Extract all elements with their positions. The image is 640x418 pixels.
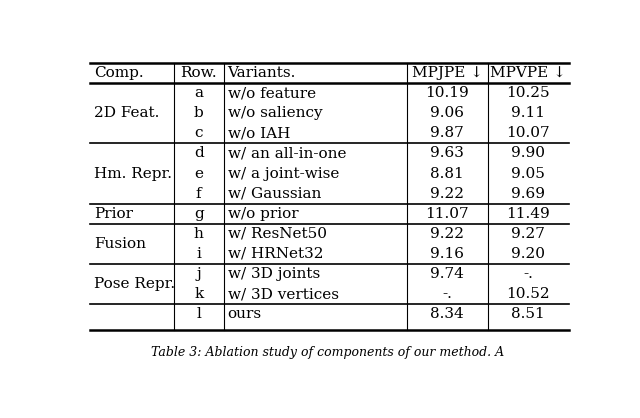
- Text: MPVPE ↓: MPVPE ↓: [490, 66, 566, 80]
- Text: i: i: [196, 247, 201, 261]
- Text: w/ a joint-wise: w/ a joint-wise: [228, 166, 339, 181]
- Text: c: c: [195, 126, 203, 140]
- Text: 9.27: 9.27: [511, 227, 545, 241]
- Text: w/o saliency: w/o saliency: [228, 106, 322, 120]
- Text: w/o prior: w/o prior: [228, 206, 298, 221]
- Text: 8.51: 8.51: [511, 307, 545, 321]
- Text: a: a: [194, 86, 204, 100]
- Text: 9.16: 9.16: [430, 247, 465, 261]
- Text: 9.05: 9.05: [511, 166, 545, 181]
- Text: j: j: [196, 267, 201, 281]
- Text: g: g: [194, 206, 204, 221]
- Text: 9.74: 9.74: [431, 267, 464, 281]
- Text: Prior: Prior: [94, 206, 133, 221]
- Text: 9.69: 9.69: [511, 186, 545, 201]
- Text: 10.07: 10.07: [506, 126, 550, 140]
- Text: -.: -.: [524, 267, 533, 281]
- Text: h: h: [194, 227, 204, 241]
- Text: 9.11: 9.11: [511, 106, 545, 120]
- Text: Fusion: Fusion: [94, 237, 146, 251]
- Text: w/ 3D vertices: w/ 3D vertices: [228, 287, 339, 301]
- Text: d: d: [194, 146, 204, 161]
- Text: Hm. Repr.: Hm. Repr.: [94, 166, 172, 181]
- Text: 10.25: 10.25: [506, 86, 550, 100]
- Text: -.: -.: [442, 287, 452, 301]
- Text: Pose Repr.: Pose Repr.: [94, 277, 175, 291]
- Text: 9.90: 9.90: [511, 146, 545, 161]
- Text: ours: ours: [228, 307, 262, 321]
- Text: 9.63: 9.63: [431, 146, 464, 161]
- Text: b: b: [194, 106, 204, 120]
- Text: e: e: [194, 166, 204, 181]
- Text: 11.07: 11.07: [426, 206, 469, 221]
- Text: 11.49: 11.49: [506, 206, 550, 221]
- Text: l: l: [196, 307, 201, 321]
- Text: Row.: Row.: [180, 66, 217, 80]
- Text: 10.19: 10.19: [426, 86, 469, 100]
- Text: 10.52: 10.52: [506, 287, 550, 301]
- Text: w/o IAH: w/o IAH: [228, 126, 290, 140]
- Text: 8.34: 8.34: [431, 307, 464, 321]
- Text: f: f: [196, 186, 202, 201]
- Text: Table 3: Ablation study of components of our method. A: Table 3: Ablation study of components of…: [152, 346, 504, 359]
- Text: w/ 3D joints: w/ 3D joints: [228, 267, 320, 281]
- Text: 9.20: 9.20: [511, 247, 545, 261]
- Text: 2D Feat.: 2D Feat.: [94, 106, 159, 120]
- Text: w/ HRNet32: w/ HRNet32: [228, 247, 323, 261]
- Text: 9.22: 9.22: [430, 227, 465, 241]
- Text: w/o feature: w/o feature: [228, 86, 316, 100]
- Text: 8.81: 8.81: [431, 166, 464, 181]
- Text: k: k: [194, 287, 204, 301]
- Text: 9.06: 9.06: [430, 106, 465, 120]
- Text: MPJPE ↓: MPJPE ↓: [412, 66, 483, 80]
- Text: 9.22: 9.22: [430, 186, 465, 201]
- Text: w/ an all-in-one: w/ an all-in-one: [228, 146, 346, 161]
- Text: 9.87: 9.87: [431, 126, 464, 140]
- Text: w/ Gaussian: w/ Gaussian: [228, 186, 321, 201]
- Text: w/ ResNet50: w/ ResNet50: [228, 227, 326, 241]
- Text: Comp.: Comp.: [94, 66, 143, 80]
- Text: Variants.: Variants.: [228, 66, 296, 80]
